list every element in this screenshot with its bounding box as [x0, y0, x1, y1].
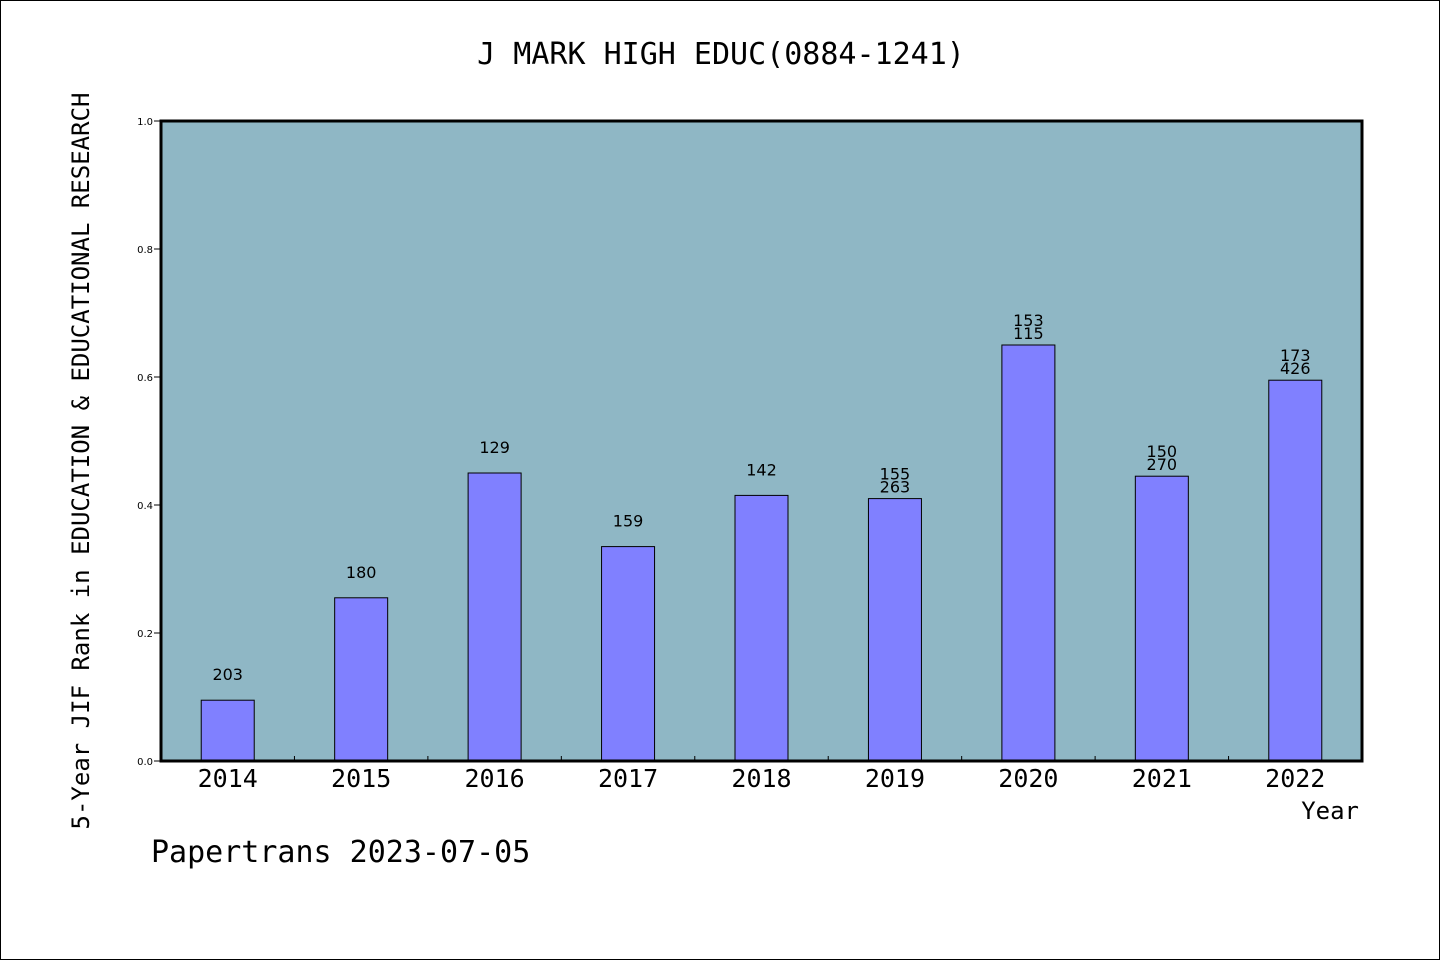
data-label: 129	[479, 438, 510, 457]
bar	[467, 472, 522, 762]
chart-title: J MARK HIGH EDUC(0884-1241)	[477, 37, 965, 72]
data-label: 159	[613, 512, 644, 531]
bar	[734, 494, 789, 762]
data-label: 155	[880, 465, 911, 484]
x-tick-label: 2017	[598, 764, 658, 793]
x-tick-label: 2015	[331, 764, 391, 793]
y-tick-label: 0.4	[137, 501, 153, 512]
data-label: 173	[1280, 346, 1311, 365]
bar	[334, 597, 389, 762]
x-tick-label: 2016	[465, 764, 525, 793]
bar	[601, 546, 656, 762]
y-tick-label: 0.8	[137, 245, 153, 256]
y-tick-label: 1.0	[137, 117, 153, 128]
footer-credit: Papertrans 2023-07-05	[151, 835, 531, 870]
data-label: 142	[746, 460, 777, 479]
x-tick-label: 2022	[1265, 764, 1325, 793]
x-tick-label: 2019	[865, 764, 925, 793]
bar	[867, 498, 922, 762]
bar	[1268, 379, 1323, 762]
x-tick-label: 2021	[1132, 764, 1192, 793]
data-label: 270	[1147, 455, 1178, 474]
data-label: 203	[212, 665, 243, 684]
y-tick-label: 0.2	[137, 629, 153, 640]
plot-border	[159, 119, 1364, 763]
y-tick-label: 0.0	[137, 757, 153, 768]
bar	[1134, 475, 1189, 762]
data-label: 150	[1147, 442, 1178, 461]
x-tick-label: 2014	[198, 764, 258, 793]
x-tick-label: 2020	[998, 764, 1058, 793]
data-label: 263	[880, 478, 911, 497]
x-tick-label: 2018	[731, 764, 791, 793]
data-label: 115	[1013, 324, 1044, 343]
bar	[1001, 344, 1056, 762]
data-label: 153	[1013, 311, 1044, 330]
bar	[200, 699, 255, 762]
data-label: 180	[346, 563, 377, 582]
y-tick-label: 0.6	[137, 373, 153, 384]
x-axis-label: Year	[1301, 797, 1359, 825]
data-label: 426	[1280, 359, 1311, 378]
